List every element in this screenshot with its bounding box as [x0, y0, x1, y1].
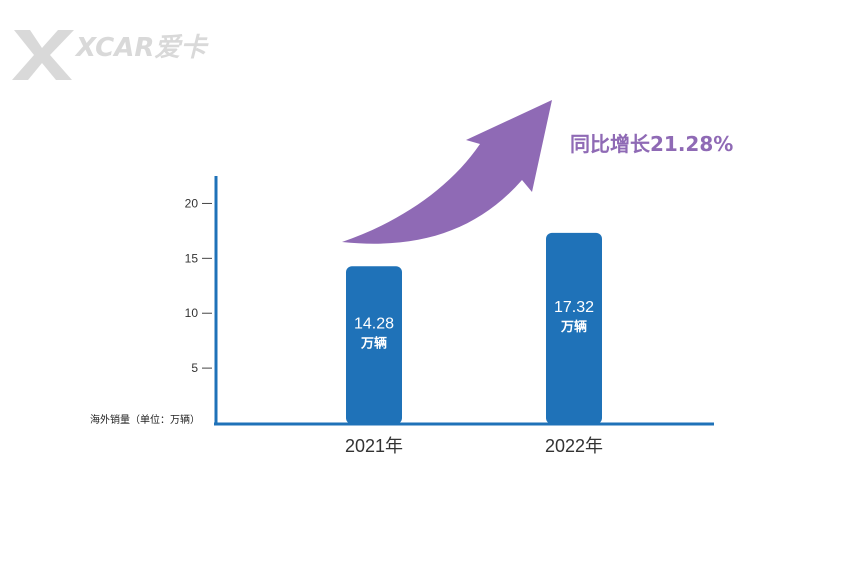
bar-unit-label: 万辆 [560, 319, 587, 335]
y-axis-label: 海外销量（单位：万辆） [90, 413, 200, 426]
bar-2022年 [546, 232, 602, 424]
logo-x-mark-icon [12, 30, 74, 80]
y-tick-label: 15 [185, 251, 199, 265]
logo-text: XCAR爱卡 [74, 33, 209, 63]
y-ticks: 5 10 15 20 [185, 196, 212, 375]
x-category-label: 2021年 [345, 436, 403, 456]
category-labels: 2021年 2022年 [345, 436, 603, 456]
y-tick-label: 5 [191, 361, 198, 375]
bar-unit-label: 万辆 [360, 336, 387, 352]
y-tick-label: 20 [185, 196, 199, 210]
growth-arrow-icon [342, 100, 552, 244]
y-tick-label: 10 [185, 306, 199, 320]
bar-value-label: 14.28 [354, 316, 394, 333]
bar-value-label: 17.32 [554, 299, 594, 316]
xcar-logo: XCAR爱卡 [12, 30, 209, 80]
bar-2021年 [346, 266, 402, 424]
bars: 14.28 万辆 17.32 万辆 [346, 232, 602, 424]
x-category-label: 2022年 [545, 436, 603, 456]
growth-annotation: 同比增长21.28% [570, 132, 733, 156]
